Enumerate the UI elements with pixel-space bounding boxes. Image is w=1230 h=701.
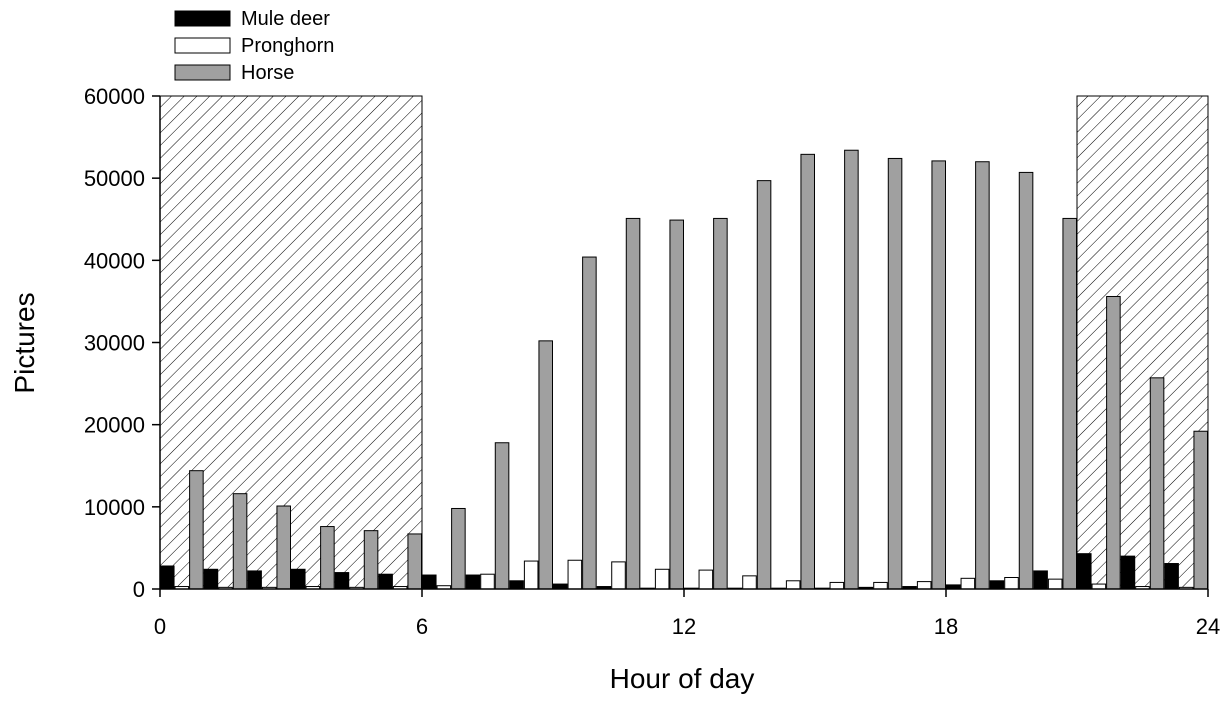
bar-mule-deer-hour-7 (465, 574, 481, 590)
bar-horse-hour-19 (1018, 171, 1034, 590)
bar-horse-hour-20 (1062, 217, 1078, 590)
bar-horse-hour-5 (407, 533, 423, 590)
bar-pronghorn-hour-18 (960, 577, 976, 590)
bar-mule-deer-hour-21 (1077, 553, 1092, 590)
bar-pronghorn-hour-7 (480, 573, 495, 590)
bar-horse-hour-2 (276, 505, 292, 590)
bar-mule-deer-hour-8 (509, 580, 524, 590)
ticks-layer: 0 10000 20000 30000 40000 50000 60000 0 6 12 18 24 (84, 84, 1220, 639)
bar-pronghorn-hour-10 (611, 561, 626, 590)
night-shading-1 (1076, 95, 1209, 590)
legend-label-pronghorn: Pronghorn (241, 35, 334, 57)
bar-mule-deer-hour-5 (378, 573, 393, 590)
bar-mule-deer-hour-3 (291, 568, 306, 590)
bar-mule-deer-hour-6 (422, 574, 437, 590)
bar-pronghorn-hour-20 (1047, 578, 1063, 590)
bar-mule-deer-hour-4 (334, 572, 350, 590)
y-tick-label: 10000 (84, 495, 145, 520)
y-tick-label: 60000 (84, 84, 145, 109)
bar-horse-hour-12 (713, 217, 728, 590)
bar-pronghorn-hour-12 (698, 569, 714, 590)
bar-mule-deer-hour-1 (203, 568, 219, 590)
bar-pronghorn-hour-11 (654, 568, 670, 590)
legend-label-horse: Horse (241, 62, 294, 84)
y-axis-label: Pictures (9, 292, 40, 393)
x-tick-label: 6 (416, 614, 428, 639)
bar-horse-hour-1 (232, 493, 248, 590)
bar-mule-deer-hour-23 (1164, 563, 1179, 590)
y-tick-label: 0 (133, 577, 145, 602)
x-tick-label: 18 (934, 614, 958, 639)
bar-horse-hour-7 (494, 442, 510, 590)
bar-horse-hour-10 (625, 217, 641, 590)
legend-swatch-horse (174, 64, 231, 81)
bar-horse-hour-16 (887, 157, 903, 590)
legend-swatch-pronghorn (174, 37, 231, 54)
bar-horse-hour-18 (975, 161, 990, 590)
legend-label-mule-deer: Mule deer (241, 8, 330, 30)
bar-horse-hour-22 (1149, 377, 1165, 590)
bar-mule-deer-hour-20 (1033, 570, 1048, 590)
y-tick-label: 30000 (84, 331, 145, 356)
x-tick-label: 0 (154, 614, 166, 639)
bar-horse-hour-13 (756, 180, 772, 590)
bar-horse-hour-21 (1106, 295, 1121, 590)
bar-horse-hour-3 (320, 526, 335, 590)
bar-pronghorn-hour-9 (567, 559, 583, 590)
bar-pronghorn-hour-17 (916, 581, 932, 590)
bar-horse-hour-6 (451, 507, 466, 590)
bar-mule-deer-hour-0 (160, 565, 175, 590)
bar-horse-hour-23 (1193, 430, 1209, 590)
bar-pronghorn-hour-15 (829, 581, 845, 590)
y-tick-label: 20000 (84, 413, 145, 438)
x-tick-label: 24 (1196, 614, 1220, 639)
bar-pronghorn-hour-16 (873, 581, 888, 590)
bar-pronghorn-hour-14 (785, 580, 801, 590)
bar-horse-hour-11 (669, 219, 685, 590)
bar-horse-hour-17 (931, 160, 947, 590)
bar-mule-deer-hour-19 (989, 580, 1005, 590)
bar-horse-hour-15 (844, 149, 859, 590)
bar-pronghorn-hour-13 (742, 575, 757, 590)
bar-horse-hour-9 (582, 256, 597, 590)
bar-horse-hour-8 (538, 340, 554, 590)
bar-horse-hour-14 (800, 153, 816, 590)
x-tick-label: 12 (672, 614, 696, 639)
bar-pronghorn-hour-19 (1004, 576, 1019, 590)
bar-mule-deer-hour-22 (1120, 555, 1136, 590)
bars-layer (160, 149, 1209, 590)
legend: Mule deer Pronghorn Horse (174, 8, 334, 84)
y-tick-label: 40000 (84, 248, 145, 273)
bar-pronghorn-hour-8 (523, 560, 539, 590)
y-tick-label: 50000 (84, 166, 145, 191)
x-axis-label: Hour of day (610, 663, 755, 694)
bar-mule-deer-hour-2 (247, 570, 262, 590)
legend-swatch-mule-deer (174, 10, 231, 27)
bar-horse-hour-0 (189, 470, 204, 590)
bar-horse-hour-4 (363, 530, 379, 590)
